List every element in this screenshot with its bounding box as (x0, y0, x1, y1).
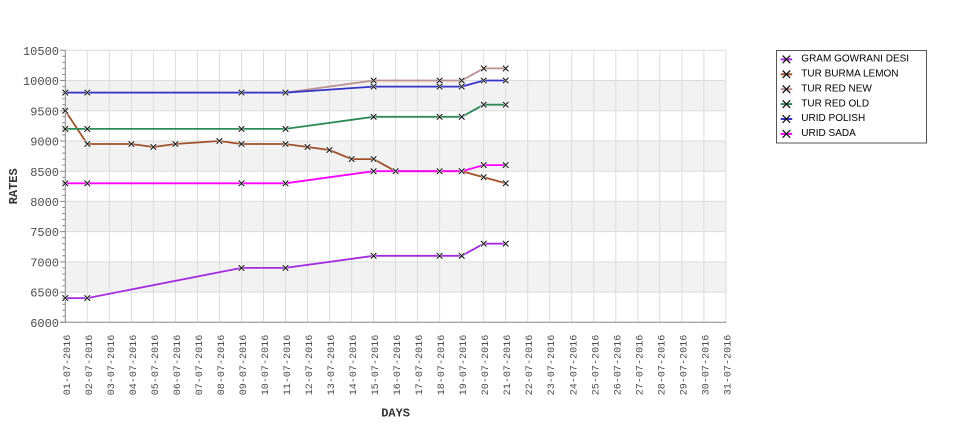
svg-text:GRAM GOWRANI DESI: GRAM GOWRANI DESI (801, 54, 909, 65)
svg-text:8500: 8500 (30, 166, 59, 180)
svg-text:06-07-2016: 06-07-2016 (173, 335, 184, 396)
svg-text:31-07-2016: 31-07-2016 (723, 335, 734, 396)
svg-text:04-07-2016: 04-07-2016 (129, 335, 140, 396)
svg-text:URID POLISH: URID POLISH (801, 113, 865, 124)
svg-text:03-07-2016: 03-07-2016 (107, 335, 118, 396)
svg-text:9000: 9000 (30, 136, 59, 150)
svg-text:TUR BURMA LEMON: TUR BURMA LEMON (801, 69, 898, 80)
svg-text:13-07-2016: 13-07-2016 (327, 335, 338, 396)
svg-text:02-07-2016: 02-07-2016 (85, 335, 96, 396)
svg-text:TUR RED OLD: TUR RED OLD (801, 98, 869, 109)
svg-text:7000: 7000 (30, 257, 59, 271)
svg-text:9500: 9500 (30, 105, 59, 119)
svg-text:RATES: RATES (7, 168, 21, 204)
svg-text:09-07-2016: 09-07-2016 (239, 335, 250, 396)
svg-text:14-07-2016: 14-07-2016 (349, 335, 360, 396)
svg-text:27-07-2016: 27-07-2016 (635, 335, 646, 396)
svg-text:25-07-2016: 25-07-2016 (591, 335, 602, 396)
svg-text:10-07-2016: 10-07-2016 (261, 335, 272, 396)
svg-text:DAYS: DAYS (381, 406, 410, 420)
svg-text:21-07-2016: 21-07-2016 (503, 335, 514, 396)
svg-text:23-07-2016: 23-07-2016 (547, 335, 558, 396)
svg-text:20-07-2016: 20-07-2016 (481, 335, 492, 396)
svg-text:15-07-2016: 15-07-2016 (371, 335, 382, 396)
svg-text:URID SADA: URID SADA (801, 128, 856, 139)
svg-text:8000: 8000 (30, 196, 59, 210)
svg-text:17-07-2016: 17-07-2016 (415, 335, 426, 396)
svg-text:6500: 6500 (30, 287, 59, 301)
svg-text:07-07-2016: 07-07-2016 (195, 335, 206, 396)
svg-text:6000: 6000 (30, 317, 59, 331)
svg-text:10000: 10000 (23, 75, 59, 89)
svg-text:05-07-2016: 05-07-2016 (151, 335, 162, 396)
svg-text:7500: 7500 (30, 226, 59, 240)
svg-text:16-07-2016: 16-07-2016 (393, 335, 404, 396)
svg-text:19-07-2016: 19-07-2016 (459, 335, 470, 396)
svg-text:24-07-2016: 24-07-2016 (569, 335, 580, 396)
svg-text:30-07-2016: 30-07-2016 (701, 335, 712, 396)
svg-text:26-07-2016: 26-07-2016 (613, 335, 624, 396)
svg-text:01-07-2016: 01-07-2016 (63, 335, 74, 396)
svg-text:11-07-2016: 11-07-2016 (283, 335, 294, 396)
svg-text:TUR RED NEW: TUR RED NEW (801, 83, 872, 94)
svg-text:29-07-2016: 29-07-2016 (679, 335, 690, 396)
svg-text:18-07-2016: 18-07-2016 (437, 335, 448, 396)
svg-text:28-07-2016: 28-07-2016 (657, 335, 668, 396)
svg-text:08-07-2016: 08-07-2016 (217, 335, 228, 396)
svg-text:12-07-2016: 12-07-2016 (305, 335, 316, 396)
svg-text:10500: 10500 (23, 45, 59, 59)
svg-text:22-07-2016: 22-07-2016 (525, 335, 536, 396)
